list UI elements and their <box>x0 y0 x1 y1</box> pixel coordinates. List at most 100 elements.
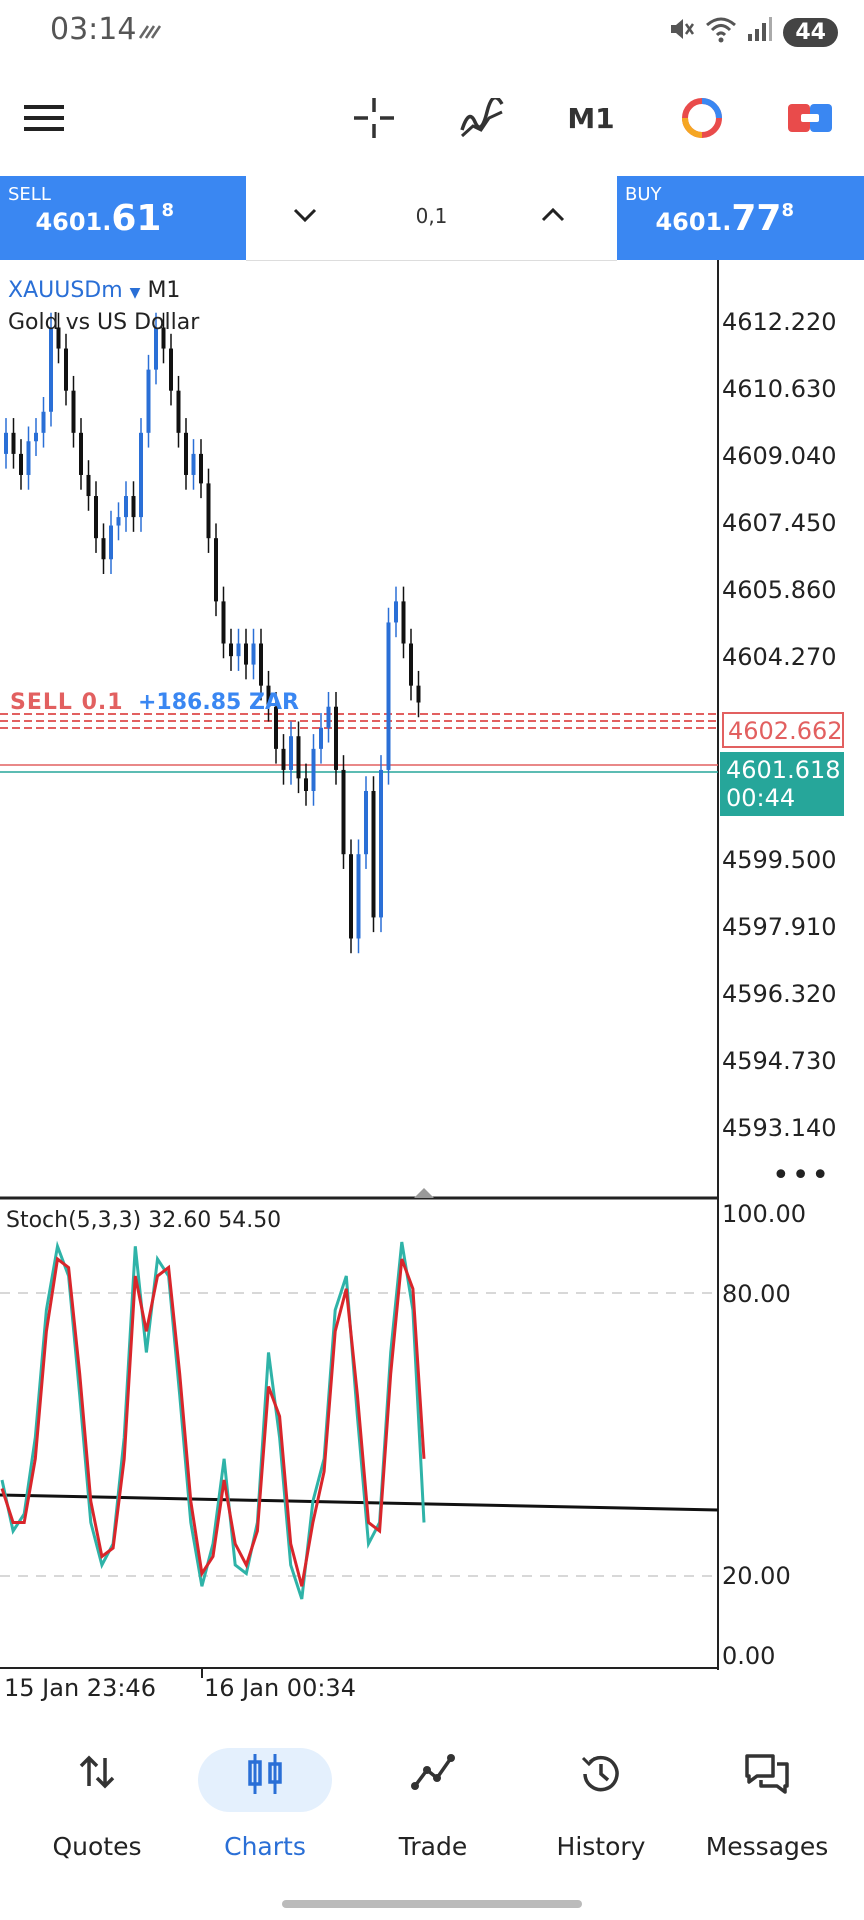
home-indicator[interactable] <box>282 1900 582 1908</box>
symbol-name[interactable]: XAUUSDm <box>8 278 123 303</box>
stochastic-lines <box>0 1240 426 1600</box>
candle-body <box>289 736 293 770</box>
stoch-tick: 20.00 <box>722 1562 791 1590</box>
sell-price-sup: 8 <box>161 200 174 221</box>
candle-body <box>274 706 278 749</box>
sell-price: 4601.618 <box>35 198 174 239</box>
candle-body <box>109 525 113 560</box>
nav-trade[interactable]: Trade <box>348 1740 518 1870</box>
volume-increase-button[interactable] <box>540 206 566 228</box>
order-line-label[interactable]: SELL 0.1 <box>10 690 124 715</box>
symbol-description: Gold vs US Dollar <box>8 310 200 335</box>
stoch-title: Stoch(5,3,3) 32.60 54.50 <box>6 1208 282 1233</box>
candle-body <box>296 736 301 779</box>
candle-body <box>191 453 196 475</box>
price-tick: 4599.500 <box>722 846 837 874</box>
price-tick: 4607.450 <box>722 509 837 537</box>
candle-body <box>101 538 106 560</box>
candle-body <box>34 432 38 442</box>
chevron-down-icon <box>293 208 317 223</box>
price-tick: 4597.910 <box>722 913 837 941</box>
candle-body <box>349 854 353 939</box>
time-label: 15 Jan 23:46 <box>4 1674 156 1702</box>
indicators-button[interactable] <box>452 88 512 148</box>
time-label: 16 Jan 00:34 <box>204 1674 356 1702</box>
candle-body <box>409 643 413 686</box>
nav-charts[interactable]: Charts <box>180 1740 350 1870</box>
candle-body <box>26 441 31 475</box>
nav-charts-label: Charts <box>224 1832 306 1861</box>
price-tick: 4605.860 <box>722 576 837 604</box>
candle-body <box>401 601 406 644</box>
nav-quotes-label: Quotes <box>52 1832 142 1861</box>
volume-decrease-button[interactable] <box>292 206 318 228</box>
candle-body <box>19 453 23 475</box>
buy-price-big: 77 <box>731 198 782 239</box>
trade-icon <box>411 1754 455 1790</box>
charts-icon <box>248 1754 282 1794</box>
candle-body <box>304 778 308 791</box>
candle-body <box>154 327 158 370</box>
sell-button[interactable]: SELL 4601.618 <box>0 176 246 260</box>
stoch-tick: 0.00 <box>722 1642 776 1670</box>
price-tick: 4594.730 <box>722 1047 837 1075</box>
volume-input[interactable]: 0,1 <box>415 204 448 228</box>
candle-body <box>236 643 241 657</box>
more-options-button[interactable]: ••• <box>772 1158 832 1193</box>
buy-price: 4601.778 <box>655 198 794 239</box>
candle-body <box>176 390 181 433</box>
candle-body <box>319 727 323 749</box>
candle-body <box>11 432 16 454</box>
nav-quotes[interactable]: Quotes <box>12 1740 182 1870</box>
candle-body <box>116 517 121 526</box>
mute-icon <box>667 15 695 50</box>
status-time: 03:14 <box>50 12 137 47</box>
candle-body <box>131 496 136 518</box>
objects-icon <box>682 98 722 138</box>
buy-label: BUY <box>625 184 662 205</box>
candle-body <box>161 327 166 349</box>
price-tick: 4610.630 <box>722 375 837 403</box>
price-tick: 4596.320 <box>722 980 837 1008</box>
buy-button[interactable]: BUY 4601.778 <box>617 176 864 260</box>
candle-body <box>394 601 398 623</box>
candle-body <box>94 496 98 539</box>
candle-body <box>416 685 421 703</box>
menu-button[interactable] <box>14 88 74 148</box>
candle-body <box>259 643 263 686</box>
bid-price-tag: 4601.618 00:44 <box>720 752 844 816</box>
stoch-tick: 80.00 <box>722 1280 791 1308</box>
battery-indicator: 44 <box>783 17 838 47</box>
candle-body <box>86 474 91 497</box>
nav-history-label: History <box>556 1832 646 1861</box>
nav-history[interactable]: History <box>516 1740 686 1870</box>
bid-price: 4601.618 <box>726 756 841 784</box>
crosshair-button[interactable] <box>344 88 404 148</box>
candle-body <box>386 622 391 770</box>
crosshair-icon <box>354 98 394 138</box>
candle-body <box>169 348 173 391</box>
signal-icon <box>747 16 773 49</box>
stoch-series-signal <box>0 1256 426 1587</box>
active-tab-indicator <box>198 1748 332 1812</box>
new-order-button[interactable] <box>780 88 840 148</box>
nav-messages-label: Messages <box>705 1832 829 1861</box>
timeframe-button[interactable]: M1 <box>567 101 615 135</box>
candle-body <box>146 369 151 433</box>
price-chart[interactable] <box>0 260 864 1680</box>
candle-body <box>251 643 256 665</box>
candle-body <box>341 769 346 855</box>
order-price-tag[interactable]: 4602.662 <box>722 712 844 748</box>
candle-body <box>71 390 76 433</box>
price-tick: 4612.220 <box>722 308 837 336</box>
nav-messages[interactable]: Messages <box>682 1740 852 1870</box>
symbol-line[interactable]: XAUUSDm ▼ M1 <box>8 278 180 303</box>
messages-icon <box>745 1754 789 1794</box>
candle-body <box>229 643 233 657</box>
dropdown-caret-icon[interactable]: ▼ <box>129 285 141 301</box>
quotes-icon <box>79 1755 115 1789</box>
bar-countdown: 00:44 <box>726 784 796 812</box>
candle-body <box>199 453 203 484</box>
chart-timeframe: M1 <box>147 278 181 303</box>
objects-button[interactable] <box>672 88 732 148</box>
